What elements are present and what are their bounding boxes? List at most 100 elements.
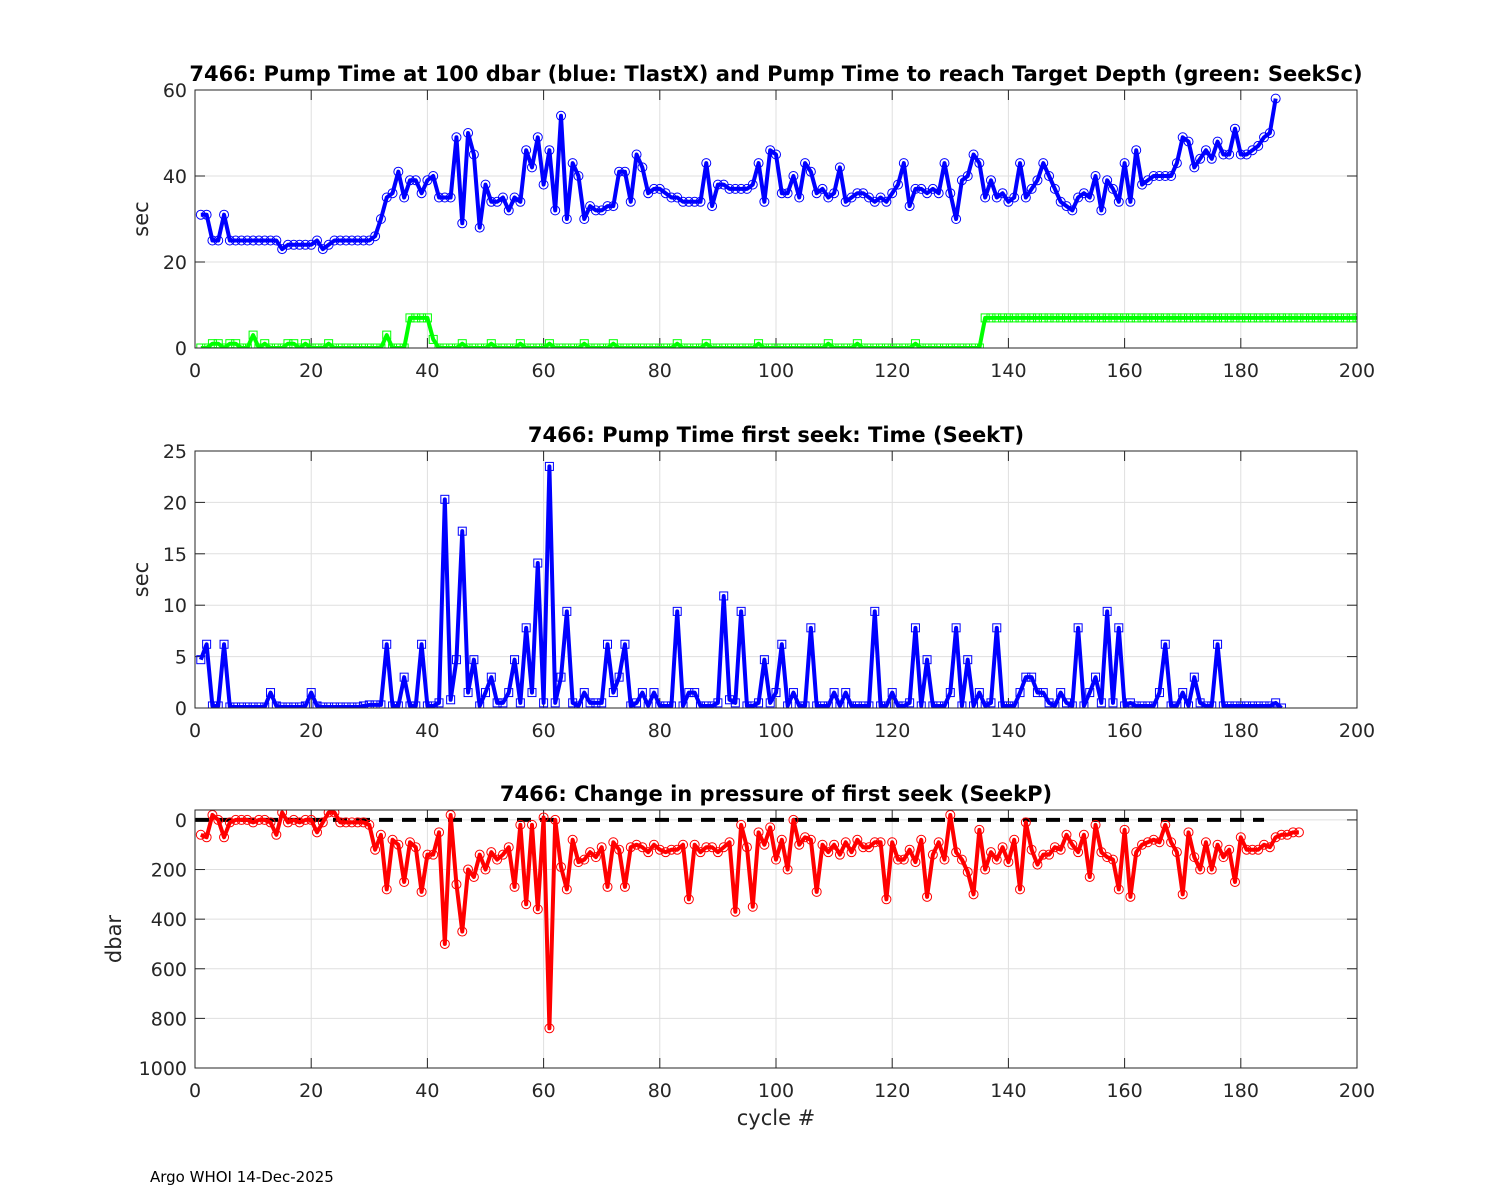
- y-axis-label: dbar: [102, 915, 126, 964]
- data-point: [997, 188, 1008, 199]
- data-point: [254, 343, 264, 348]
- data-point: [590, 205, 601, 216]
- data-point: [248, 330, 258, 340]
- data-point: [1113, 884, 1124, 895]
- data-point: [910, 183, 921, 194]
- data-point: [596, 842, 607, 853]
- data-point: [817, 343, 827, 348]
- data-point: [271, 829, 282, 840]
- data-point: [1229, 876, 1240, 887]
- data-point: [469, 655, 479, 665]
- data-point: [440, 494, 450, 504]
- data-point: [370, 231, 381, 242]
- data-point: [974, 158, 985, 169]
- data-point: [1276, 829, 1287, 840]
- x-tick-label: 60: [532, 360, 556, 382]
- data-point: [352, 817, 363, 828]
- data-point: [1120, 313, 1130, 323]
- data-point: [1038, 688, 1048, 698]
- data-point: [567, 834, 578, 845]
- data-point: [771, 854, 781, 865]
- data-point: [1224, 313, 1234, 323]
- data-point: [904, 201, 915, 212]
- data-point: [1107, 854, 1118, 865]
- data-point: [1253, 844, 1264, 855]
- y-tick-label: 600: [151, 959, 187, 981]
- x-tick-label: 80: [648, 1080, 672, 1102]
- data-point: [974, 343, 984, 348]
- data-point: [451, 655, 461, 665]
- data-point: [213, 814, 224, 825]
- data-point: [219, 343, 229, 348]
- data-point: [422, 849, 433, 860]
- data-point: [567, 158, 578, 169]
- data-point: [259, 235, 270, 246]
- data-point: [445, 192, 456, 203]
- data-point: [922, 891, 933, 902]
- data-point: [893, 701, 903, 708]
- data-point: [794, 839, 805, 850]
- y-tick-label: 0: [175, 810, 187, 832]
- data-point: [1079, 313, 1089, 323]
- data-point: [980, 701, 990, 708]
- data-point: [335, 817, 346, 828]
- data-point: [1166, 701, 1176, 708]
- data-point: [439, 938, 450, 949]
- x-tick-label: 40: [415, 1080, 439, 1102]
- data-point: [742, 343, 752, 348]
- data-point: [1212, 839, 1223, 850]
- data-point: [404, 175, 415, 186]
- data-point: [1003, 701, 1013, 708]
- data-point: [295, 702, 305, 708]
- data-point: [1020, 192, 1031, 203]
- data-point: [282, 817, 293, 828]
- data-point: [829, 688, 839, 698]
- data-point: [388, 343, 398, 348]
- data-point: [1021, 313, 1031, 323]
- data-point: [788, 171, 799, 181]
- data-point: [231, 702, 241, 708]
- data-point: [898, 854, 909, 865]
- data-point: [695, 701, 705, 708]
- data-point: [1067, 839, 1078, 850]
- data-point: [1055, 844, 1066, 855]
- data-point: [713, 698, 723, 708]
- data-point: [289, 702, 299, 708]
- data-point: [771, 149, 781, 160]
- data-point: [690, 343, 700, 348]
- data-point: [1038, 158, 1049, 169]
- data-point: [1218, 701, 1228, 708]
- data-point: [341, 702, 351, 708]
- data-point: [213, 701, 223, 708]
- data-point: [1242, 313, 1252, 323]
- data-point: [481, 343, 490, 348]
- data-point: [858, 842, 869, 853]
- data-point: [474, 849, 485, 860]
- data-point: [835, 343, 845, 348]
- x-tick-label: 120: [874, 360, 910, 382]
- data-point: [497, 849, 508, 860]
- data-point: [1171, 158, 1182, 169]
- data-point: [806, 343, 816, 348]
- data-point: [410, 175, 421, 186]
- data-point: [248, 817, 259, 828]
- data-point: [754, 698, 764, 708]
- data-point: [864, 343, 874, 348]
- data-point: [556, 343, 566, 348]
- data-point: [626, 701, 636, 708]
- data-point: [416, 188, 427, 199]
- data-point: [539, 343, 549, 348]
- data-point: [1294, 313, 1304, 323]
- data-point: [1282, 313, 1292, 323]
- x-tick-label: 0: [189, 1080, 201, 1102]
- x-tick-label: 0: [189, 720, 201, 742]
- data-point: [777, 639, 787, 649]
- data-point: [997, 842, 1008, 853]
- data-point: [1207, 701, 1217, 708]
- data-point: [404, 837, 415, 848]
- y-tick-label: 1000: [139, 1058, 187, 1080]
- data-point: [852, 188, 863, 199]
- data-point: [312, 827, 323, 838]
- axes-box: [194, 89, 1358, 349]
